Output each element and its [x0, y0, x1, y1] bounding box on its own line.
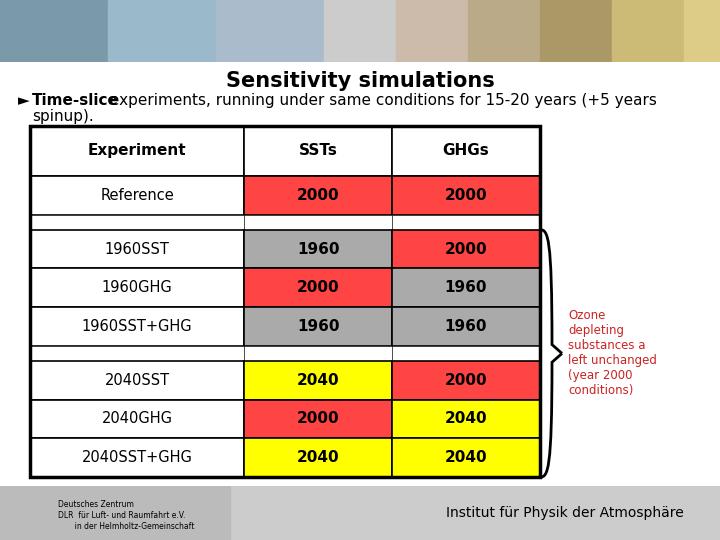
Bar — [30, 176, 244, 215]
Bar — [612, 0, 684, 62]
Text: 1960: 1960 — [445, 319, 487, 334]
Text: spinup).: spinup). — [32, 109, 94, 124]
Text: Sensitivity simulations: Sensitivity simulations — [225, 71, 495, 91]
Bar — [392, 176, 540, 215]
Bar — [244, 126, 392, 176]
Text: 2000: 2000 — [445, 241, 487, 256]
Bar — [216, 0, 324, 62]
Text: 2040: 2040 — [445, 411, 487, 427]
Bar — [324, 0, 396, 62]
Bar — [392, 230, 540, 268]
Bar — [30, 346, 244, 361]
Text: 2000: 2000 — [297, 280, 339, 295]
Bar — [392, 438, 540, 477]
Text: 1960: 1960 — [297, 319, 339, 334]
Bar — [30, 307, 244, 346]
Bar — [540, 0, 612, 62]
Bar — [684, 0, 720, 62]
Text: in der Helmholtz-Gemeinschaft: in der Helmholtz-Gemeinschaft — [58, 522, 194, 531]
Bar — [244, 361, 392, 400]
Bar — [0, 486, 230, 540]
Text: 2040GHG: 2040GHG — [102, 411, 173, 427]
Bar — [244, 438, 392, 477]
Bar — [392, 215, 540, 230]
Text: 2040: 2040 — [445, 450, 487, 465]
Text: 2040SST+GHG: 2040SST+GHG — [81, 450, 192, 465]
Text: GHGs: GHGs — [443, 144, 490, 158]
Text: Ozone
depleting
substances a
left unchanged
(year 2000
conditions): Ozone depleting substances a left unchan… — [568, 309, 657, 397]
Bar — [392, 268, 540, 307]
Text: 2000: 2000 — [297, 188, 339, 203]
Bar — [244, 268, 392, 307]
Bar — [30, 215, 244, 230]
Text: Experiment: Experiment — [88, 144, 186, 158]
Bar — [244, 346, 392, 361]
Bar — [244, 400, 392, 438]
Bar — [30, 400, 244, 438]
Text: DLR  für Luft- und Raumfahrt e.V.: DLR für Luft- und Raumfahrt e.V. — [58, 511, 185, 520]
Bar — [392, 126, 540, 176]
Bar — [244, 307, 392, 346]
Bar — [392, 400, 540, 438]
Text: 2000: 2000 — [445, 373, 487, 388]
Text: 1960: 1960 — [445, 280, 487, 295]
Text: 1960GHG: 1960GHG — [102, 280, 173, 295]
Text: 2040SST: 2040SST — [104, 373, 170, 388]
Bar — [244, 176, 392, 215]
Bar — [30, 361, 244, 400]
Bar — [244, 215, 392, 230]
Text: SSTs: SSTs — [299, 144, 338, 158]
Text: ►: ► — [18, 93, 30, 108]
Text: Institut für Physik der Atmosphäre: Institut für Physik der Atmosphäre — [446, 506, 684, 520]
Text: 1960SST: 1960SST — [104, 241, 169, 256]
Bar — [30, 126, 244, 176]
Text: 1960SST+GHG: 1960SST+GHG — [82, 319, 192, 334]
Bar — [0, 0, 108, 62]
Bar — [392, 361, 540, 400]
Text: 2040: 2040 — [297, 450, 339, 465]
Bar — [30, 126, 540, 477]
Text: 2000: 2000 — [297, 411, 339, 427]
Bar — [30, 268, 244, 307]
Bar — [108, 0, 216, 62]
Text: Time-slice: Time-slice — [32, 93, 119, 108]
Bar — [468, 0, 540, 62]
Text: Reference: Reference — [100, 188, 174, 203]
Text: 2000: 2000 — [445, 188, 487, 203]
Bar — [392, 307, 540, 346]
Bar — [392, 346, 540, 361]
Text: Deutsches Zentrum: Deutsches Zentrum — [58, 501, 133, 509]
Text: experiments, running under same conditions for 15-20 years (+5 years: experiments, running under same conditio… — [105, 93, 657, 108]
Bar — [244, 230, 392, 268]
Text: 2040: 2040 — [297, 373, 339, 388]
Text: 1960: 1960 — [297, 241, 339, 256]
Bar — [30, 230, 244, 268]
Bar — [396, 0, 468, 62]
Bar — [30, 438, 244, 477]
